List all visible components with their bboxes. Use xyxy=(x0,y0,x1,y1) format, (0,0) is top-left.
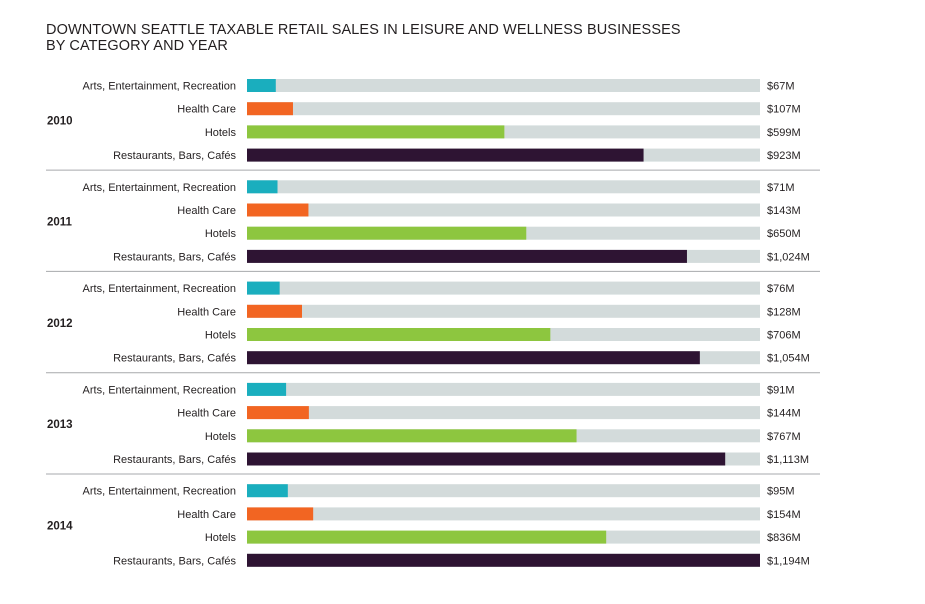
bar-2013-arts-entertainment-recreation xyxy=(247,382,287,396)
value-label: $67M xyxy=(767,81,795,93)
value-label: $1,024M xyxy=(767,251,810,263)
category-label: Restaurants, Bars, Cafés xyxy=(113,454,236,466)
value-label: $128M xyxy=(767,306,801,318)
category-label: Arts, Entertainment, Recreation xyxy=(83,384,236,396)
bar-2012-health-care xyxy=(247,304,302,318)
category-label: Arts, Entertainment, Recreation xyxy=(83,486,236,498)
value-label: $71M xyxy=(767,182,795,194)
bar-2011-health-care xyxy=(247,203,309,217)
year-label-2010: 2010 xyxy=(47,115,73,127)
chart-title-line-2: BY CATEGORY AND YEAR xyxy=(46,38,228,54)
category-label: Health Care xyxy=(177,104,236,116)
bar-track xyxy=(247,180,760,194)
category-label: Restaurants, Bars, Cafés xyxy=(113,353,236,365)
category-label: Health Care xyxy=(177,306,236,318)
category-label: Restaurants, Bars, Cafés xyxy=(113,251,236,263)
value-label: $923M xyxy=(767,150,801,162)
bar-2014-hotels xyxy=(247,530,607,544)
bar-2014-restaurants-bars-caf-s xyxy=(247,553,760,567)
bar-track xyxy=(247,102,760,116)
category-label: Health Care xyxy=(177,408,236,420)
bar-2010-arts-entertainment-recreation xyxy=(247,79,276,92)
bar-track xyxy=(247,281,760,295)
bar-2011-hotels xyxy=(247,226,527,240)
category-label: Health Care xyxy=(177,509,236,521)
value-label: $76M xyxy=(767,283,795,295)
category-label: Arts, Entertainment, Recreation xyxy=(83,283,236,295)
bar-2010-restaurants-bars-caf-s xyxy=(247,148,644,162)
bar-2010-hotels xyxy=(247,125,505,139)
year-label-2014: 2014 xyxy=(47,521,73,533)
bar-track xyxy=(247,507,760,521)
category-label: Hotels xyxy=(205,228,237,240)
bar-track xyxy=(247,406,760,420)
value-label: $650M xyxy=(767,228,801,240)
bar-2014-arts-entertainment-recreation xyxy=(247,484,288,498)
category-label: Hotels xyxy=(205,330,237,342)
bar-track xyxy=(247,382,760,396)
bar-track xyxy=(247,484,760,498)
category-label: Arts, Entertainment, Recreation xyxy=(83,182,236,194)
value-label: $95M xyxy=(767,486,795,498)
year-label-2013: 2013 xyxy=(47,419,73,431)
bar-2012-arts-entertainment-recreation xyxy=(247,281,280,295)
category-label: Hotels xyxy=(205,127,237,139)
bar-track xyxy=(247,304,760,318)
bar-2012-restaurants-bars-caf-s xyxy=(247,351,700,365)
bar-2011-arts-entertainment-recreation xyxy=(247,180,278,194)
bar-2014-health-care xyxy=(247,507,314,521)
year-label-2012: 2012 xyxy=(47,318,73,330)
year-label-2011: 2011 xyxy=(47,217,73,229)
chart-title-line-1: DOWNTOWN SEATTLE TAXABLE RETAIL SALES IN… xyxy=(46,22,681,38)
value-label: $91M xyxy=(767,384,795,396)
value-label: $107M xyxy=(767,104,801,116)
category-label: Restaurants, Bars, Cafés xyxy=(113,555,236,567)
value-label: $706M xyxy=(767,330,801,342)
value-label: $144M xyxy=(767,408,801,420)
value-label: $836M xyxy=(767,532,801,544)
bar-2013-health-care xyxy=(247,406,309,420)
bar-2011-restaurants-bars-caf-s xyxy=(247,249,687,263)
bar-2012-hotels xyxy=(247,328,551,341)
bar-track xyxy=(247,79,760,92)
value-label: $599M xyxy=(767,127,801,139)
category-label: Restaurants, Bars, Cafés xyxy=(113,150,236,162)
category-label: Health Care xyxy=(177,205,236,217)
bar-2013-hotels xyxy=(247,429,577,443)
value-label: $1,054M xyxy=(767,353,810,365)
category-label: Hotels xyxy=(205,532,237,544)
category-label: Arts, Entertainment, Recreation xyxy=(83,81,236,93)
bar-2013-restaurants-bars-caf-s xyxy=(247,452,726,466)
bar-track xyxy=(247,203,760,217)
value-label: $154M xyxy=(767,509,801,521)
chart-title: DOWNTOWN SEATTLE TAXABLE RETAIL SALES IN… xyxy=(46,22,681,54)
value-label: $767M xyxy=(767,431,801,443)
bar-2010-health-care xyxy=(247,102,293,116)
category-label: Hotels xyxy=(205,431,237,443)
value-label: $1,194M xyxy=(767,555,810,567)
value-label: $143M xyxy=(767,205,801,217)
value-label: $1,113M xyxy=(767,454,809,466)
